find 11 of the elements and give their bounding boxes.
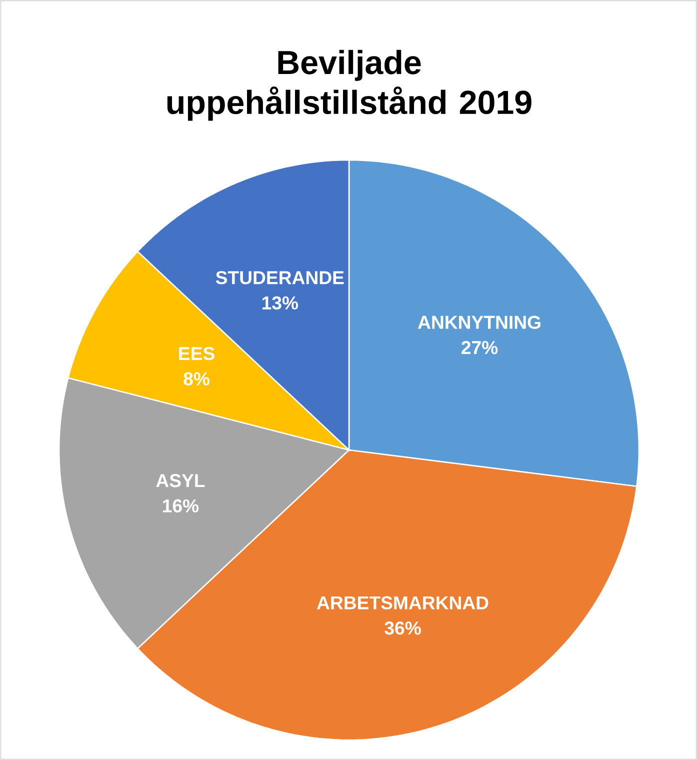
data-label: 16% [163,499,199,512]
data-label: 13% [262,296,298,310]
data-label: 27% [462,340,498,354]
slice-label: STUDERANDE [216,271,344,284]
chart-title: Beviljade uppehållstillstånd 2019 [167,50,532,121]
data-label: 36% [384,621,421,635]
slice-label: ARBETSMARKNAD [316,596,488,610]
slice-label: ASYL [156,474,205,488]
data-label: 8% [184,372,210,386]
slice-label: ANKNYTNING [418,316,540,329]
slice-label: EES [179,346,214,360]
